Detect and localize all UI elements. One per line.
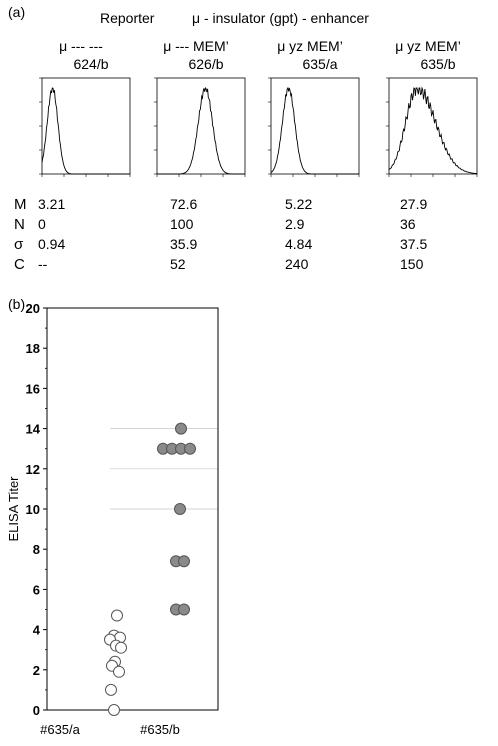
y-tick-label: 6 <box>33 582 40 597</box>
data-point <box>111 609 123 622</box>
data-point <box>178 555 190 568</box>
y-tick-label: 20 <box>26 301 40 316</box>
stat-M-col-2: 72.6 <box>170 196 198 212</box>
elisa-scatter-chart: 0 2 4 6 8 10 12 14 16 18 20 ELISA Titer #635/a #635/b <box>6 301 219 737</box>
y-axis-label: ELISA Titer <box>6 476 21 542</box>
stat-C-col-4: 150 <box>400 256 424 272</box>
stat-label-m: M <box>14 196 27 213</box>
stat-sigma-col-3: 4.84 <box>285 236 313 252</box>
stat-N-col-2: 100 <box>170 216 194 232</box>
histogram-frame <box>388 77 478 175</box>
histogram-frame <box>270 77 360 175</box>
reporter-header: Reporter <box>100 10 155 26</box>
stat-N-col-1: 0 <box>38 216 46 232</box>
stat-label-c: C <box>14 256 25 273</box>
stat-sigma-col-2: 35.9 <box>170 236 198 252</box>
data-point <box>175 422 187 435</box>
histogram-frame <box>156 77 246 175</box>
stat-N-col-3: 2.9 <box>285 216 305 232</box>
y-tick-label: 0 <box>33 703 40 718</box>
histogram-curve <box>270 86 359 175</box>
stat-N-col-4: 36 <box>400 216 416 232</box>
y-tick-label: 4 <box>33 623 41 638</box>
x-category-label: #635/a <box>40 722 81 737</box>
stat-M-col-1: 3.21 <box>38 196 66 212</box>
stat-sigma-col-4: 37.5 <box>400 236 428 252</box>
data-point <box>113 665 125 678</box>
data-point <box>184 442 196 455</box>
stat-C-col-3: 240 <box>285 256 309 272</box>
histogram-3 <box>268 77 360 177</box>
stat-label-sigma: σ <box>14 236 24 253</box>
construct-label-2: μ --- MEM’ <box>163 38 229 54</box>
histogram-frame <box>41 77 131 175</box>
histogram-curve <box>388 86 478 175</box>
data-point <box>115 641 127 654</box>
data-point <box>174 503 186 515</box>
clone-label-1: 624/b <box>73 56 109 72</box>
y-tick-label: 2 <box>33 663 40 678</box>
clone-label-2: 626/b <box>188 56 224 72</box>
construct-header: μ - insulator (gpt) - enhancer <box>192 10 369 26</box>
stat-M-col-4: 27.9 <box>400 196 428 212</box>
construct-label-4: μ yz MEM’ <box>395 38 461 54</box>
data-point <box>108 704 120 716</box>
panel-b-label: (b) <box>8 296 26 312</box>
y-tick-label: 12 <box>26 462 40 477</box>
histogram-curve <box>157 86 245 175</box>
stat-label-n: N <box>14 216 25 233</box>
data-point <box>105 683 117 696</box>
histogram-curve <box>41 87 130 175</box>
stat-C-col-2: 52 <box>170 256 186 272</box>
y-tick-label: 18 <box>26 341 40 356</box>
histogram-4 <box>386 77 478 177</box>
y-tick-label: 16 <box>26 381 40 396</box>
construct-label-3: μ yz MEM’ <box>277 38 343 54</box>
stat-sigma-col-1: 0.94 <box>38 236 66 252</box>
stat-M-col-3: 5.22 <box>285 196 313 212</box>
y-tick-label: 14 <box>26 422 41 437</box>
y-tick-label: 10 <box>26 502 40 517</box>
x-category-label: #635/b <box>140 722 180 737</box>
clone-label-3: 635/a <box>302 56 338 72</box>
panel-a-label: (a) <box>8 4 26 20</box>
y-tick-label: 8 <box>33 542 40 557</box>
stat-C-col-1: -- <box>38 256 48 272</box>
construct-label-1: μ --- --- <box>59 38 103 54</box>
histogram-1 <box>39 77 131 177</box>
data-point <box>178 603 190 616</box>
clone-label-4: 635/b <box>420 56 456 72</box>
histogram-2 <box>154 77 246 177</box>
